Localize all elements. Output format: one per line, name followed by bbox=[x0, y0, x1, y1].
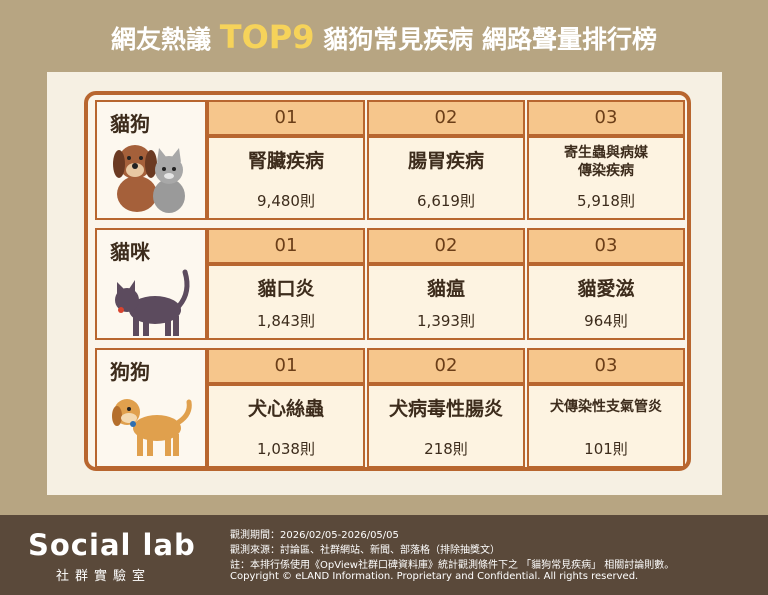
disease-name: 犬傳染性支氣管炎 bbox=[550, 399, 662, 415]
group-icon bbox=[105, 262, 195, 342]
count: 9,480則 bbox=[257, 192, 315, 210]
count: 6,619則 bbox=[417, 192, 475, 210]
disease-name: 貓愛滋 bbox=[577, 278, 635, 300]
count: 218則 bbox=[424, 440, 468, 458]
footer-line: 註：本排行係使用《OpView社群口碑資料庫》統計觀測條件下之 「貓狗常見疾病」… bbox=[230, 560, 675, 571]
title-prefix: 網友熱議 bbox=[111, 25, 212, 54]
rank-cell: 02 bbox=[367, 348, 525, 384]
count: 1,393則 bbox=[417, 312, 475, 330]
title-suffix: 貓狗常見疾病 網路聲量排行榜 bbox=[323, 25, 657, 54]
disease-cell: 犬病毒性腸炎 218則 bbox=[367, 384, 525, 468]
group-label: 狗狗 bbox=[110, 360, 150, 384]
rank-cell: 03 bbox=[527, 348, 685, 384]
disease-cell: 貓愛滋 964則 bbox=[527, 264, 685, 340]
rank-cell: 01 bbox=[207, 100, 365, 136]
disease-cell: 貓口炎 1,843則 bbox=[207, 264, 365, 340]
group-icon bbox=[105, 134, 195, 214]
count: 1,038則 bbox=[257, 440, 315, 458]
disease-cell: 犬心絲蟲 1,038則 bbox=[207, 384, 365, 468]
footer-line: Copyright © eLAND Information. Proprieta… bbox=[230, 571, 639, 582]
count: 101則 bbox=[584, 440, 628, 458]
disease-name: 犬病毒性腸炎 bbox=[388, 398, 503, 420]
rank-cell: 01 bbox=[207, 228, 365, 264]
disease-name: 寄生蟲與病媒 傳染疾病 bbox=[564, 145, 648, 179]
rank-cell: 03 bbox=[527, 228, 685, 264]
footer-line: 觀測期間：2026/02/05-2026/05/05 bbox=[230, 530, 399, 541]
disease-cell: 貓瘟 1,393則 bbox=[367, 264, 525, 340]
disease-cell: 寄生蟲與病媒 傳染疾病 5,918則 bbox=[527, 136, 685, 220]
disease-cell: 腎臟疾病 9,480則 bbox=[207, 136, 365, 220]
title: 網友熱議 TOP9 貓狗常見疾病 網路聲量排行榜 bbox=[0, 18, 768, 56]
count: 964則 bbox=[584, 312, 628, 330]
title-highlight: TOP9 bbox=[219, 18, 315, 56]
disease-cell: 腸胃疾病 6,619則 bbox=[367, 136, 525, 220]
footer bbox=[0, 515, 768, 595]
group-icon bbox=[105, 382, 195, 462]
group-label: 貓咪 bbox=[110, 240, 150, 264]
logo: Social lab bbox=[28, 528, 196, 562]
disease-name: 腸胃疾病 bbox=[407, 150, 484, 172]
disease-name: 犬心絲蟲 bbox=[247, 398, 324, 420]
rank-cell: 01 bbox=[207, 348, 365, 384]
group-label: 貓狗 bbox=[110, 112, 150, 136]
disease-name: 貓瘟 bbox=[426, 278, 465, 300]
disease-cell: 犬傳染性支氣管炎 101則 bbox=[527, 384, 685, 468]
rank-cell: 02 bbox=[367, 100, 525, 136]
disease-name: 貓口炎 bbox=[257, 278, 315, 300]
footer-line: 觀測來源：討論區、社群網站、新聞、部落格（排除抽獎文） bbox=[230, 545, 500, 556]
rank-cell: 03 bbox=[527, 100, 685, 136]
count: 1,843則 bbox=[257, 312, 315, 330]
rank-cell: 02 bbox=[367, 228, 525, 264]
logo-sub: 社群實驗室 bbox=[56, 569, 152, 584]
disease-name: 腎臟疾病 bbox=[247, 150, 324, 172]
count: 5,918則 bbox=[577, 192, 635, 210]
